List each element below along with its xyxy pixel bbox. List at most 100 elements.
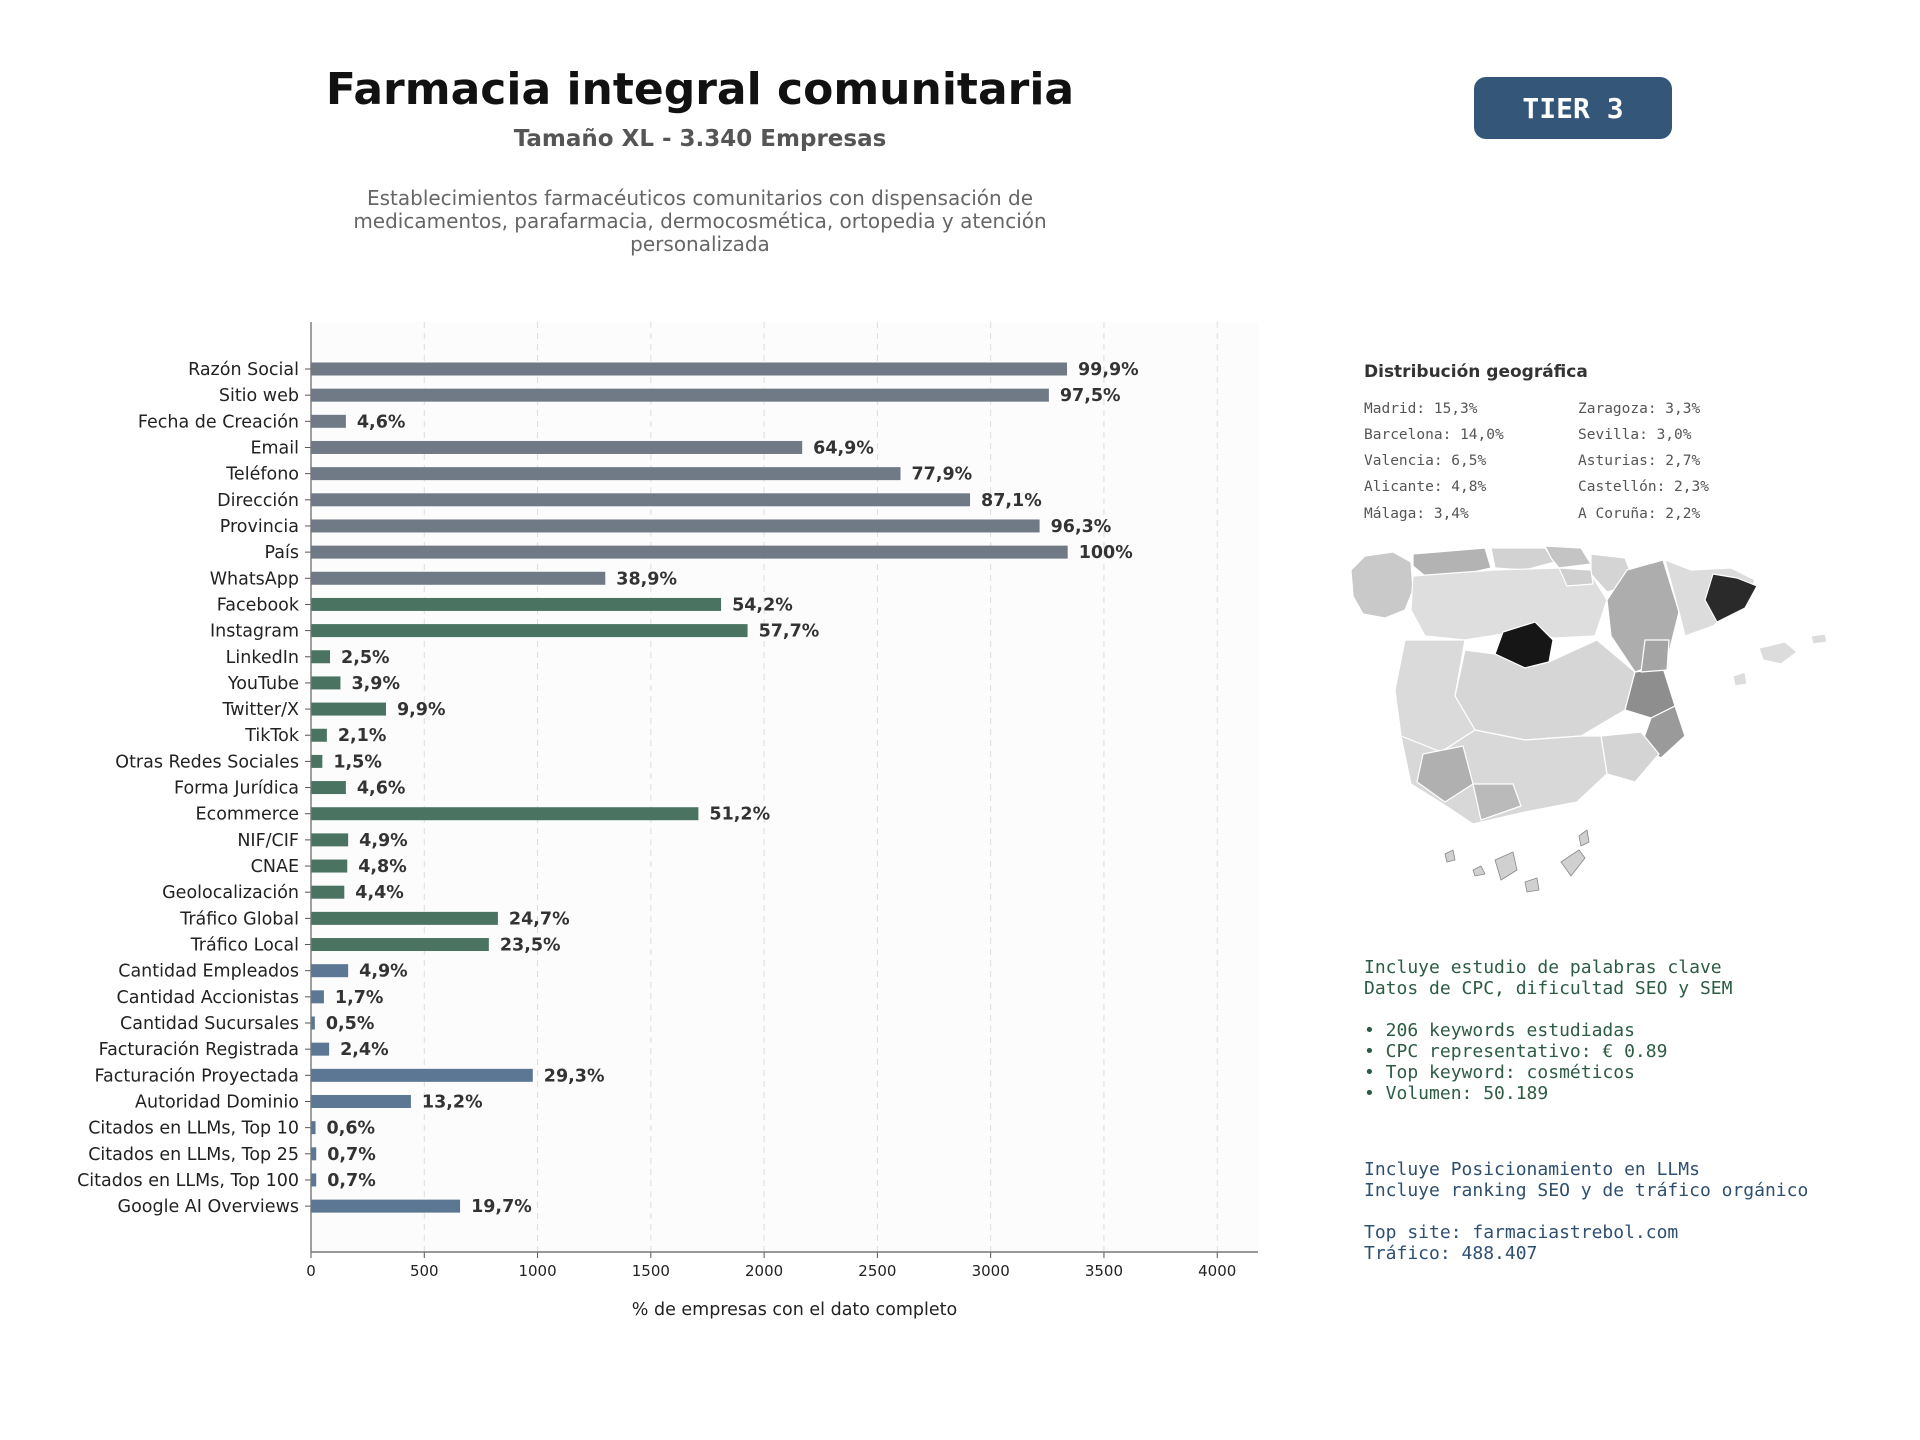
x-tick-label: 3500 [1085,1262,1123,1280]
data-label: 99,9% [1078,360,1139,380]
y-tick-label: WhatsApp [210,569,299,589]
info-line: Incluye estudio de palabras clave [1364,957,1722,978]
bar [311,859,348,873]
y-tick-label: Tráfico Local [190,936,299,956]
data-label: 51,2% [709,805,770,825]
bar [311,1042,330,1056]
x-tick-label: 2500 [858,1262,896,1280]
map-malaga-province [1472,783,1522,821]
map-balearic-ibiza [1732,671,1748,687]
bar [311,624,748,638]
bar [311,597,722,611]
geo-item: Valencia: 6,5% [1364,453,1487,469]
map-castellon-province [1640,639,1670,673]
info-line: Top site: farmaciastrebol.com [1364,1222,1679,1243]
map-canary-islands [1444,829,1590,893]
info-line: Datos de CPC, dificultad SEO y SEM [1364,978,1733,999]
y-tick-label: Facebook [217,595,300,615]
geo-item: Asturias: 2,7% [1578,453,1701,469]
bar [311,388,1049,402]
bar [311,807,699,821]
bar [311,728,327,742]
y-tick-label: Facturación Proyectada [95,1066,299,1086]
info-line [1364,999,1732,1020]
y-tick-label: Forma Jurídica [174,779,299,799]
y-tick-label: Razón Social [188,360,299,380]
info-line: • Top keyword: cosméticos [1364,1062,1635,1083]
data-label: 9,9% [397,700,446,720]
bar [311,414,346,428]
data-label: 57,7% [759,622,820,642]
geo-item: Málaga: 3,4% [1364,506,1469,522]
x-tick-label: 1000 [518,1262,556,1280]
y-tick-label: Citados en LLMs, Top 100 [77,1171,299,1191]
data-label: 4,8% [358,857,407,877]
data-label: 0,7% [327,1171,376,1191]
y-tick-label: Twitter/X [221,700,299,720]
data-label: 87,1% [981,491,1042,511]
bar [311,545,1068,559]
data-label: 4,4% [355,883,404,903]
bar [311,702,386,716]
bar [311,754,323,768]
page-description: Establecimientos farmacéuticos comunitar… [353,186,1047,256]
y-tick-label: Facturación Registrada [99,1040,299,1060]
map-barcelona-province [1704,573,1758,623]
y-tick-label: Citados en LLMs, Top 10 [88,1119,299,1139]
x-tick-label: 2000 [745,1262,783,1280]
data-label: 23,5% [500,936,561,956]
data-label: 1,5% [333,752,382,772]
bar [311,571,606,585]
map-balearic-mallorca [1758,641,1798,665]
y-tick-label: Cantidad Accionistas [116,988,299,1008]
data-label: 97,5% [1060,386,1121,406]
plot-area [311,322,1258,1252]
data-label: 100% [1079,543,1133,563]
data-label: 29,3% [544,1066,605,1086]
data-label: 4,9% [359,831,408,851]
info-line: Tráfico: 488.407 [1364,1243,1538,1264]
map-la-rioja-region [1558,567,1594,587]
data-label: 4,6% [357,779,406,799]
y-tick-label: YouTube [227,674,299,694]
data-label: 0,6% [327,1119,376,1139]
data-label: 4,9% [359,962,408,982]
y-tick-label: Autoridad Dominio [135,1092,299,1112]
info-line: • CPC representativo: € 0.89 [1364,1041,1668,1062]
bar [311,519,1040,533]
x-tick-label: 1500 [632,1262,670,1280]
info-line: • Volumen: 50.189 [1364,1083,1549,1104]
bar-chart: 0 500 1000 1500 2000 2500 3000 3500 4000 Razón So… [77,322,1258,1320]
data-label: 77,9% [911,465,972,485]
map-cantabria-region [1490,547,1556,571]
y-tick-label: Sitio web [219,386,299,406]
x-tick-label: 500 [410,1262,439,1280]
info-line: • 206 keywords estudiadas [1364,1020,1635,1041]
y-tick-label: Cantidad Empleados [118,962,299,982]
y-tick-label: Cantidad Sucursales [120,1014,299,1034]
llm-info-block: Incluye Posicionamiento en LLMs Incluye … [1364,1159,1808,1264]
y-tick-label: Fecha de Creación [138,412,299,432]
y-tick-label: Google AI Overviews [118,1197,299,1217]
bar [311,885,345,899]
geo-item: Sevilla: 3,0% [1578,427,1692,443]
y-tick-label: Instagram [210,622,299,642]
y-tick-label: Citados en LLMs, Top 25 [88,1145,299,1165]
y-tick-label: País [265,543,299,563]
bar [311,781,346,795]
info-line: Incluye Posicionamiento en LLMs [1364,1159,1700,1180]
data-label: 1,7% [335,988,384,1008]
bar [311,493,971,507]
geo-item: A Coruña: 2,2% [1578,506,1701,522]
bar [311,1121,316,1135]
data-label: 38,9% [616,569,677,589]
data-label: 4,6% [357,412,406,432]
data-label: 96,3% [1051,517,1112,537]
y-tick-label: CNAE [251,857,299,877]
info-line [1364,1201,1808,1222]
bar [311,833,349,847]
x-tick-label: 0 [306,1262,316,1280]
x-tick-label: 3000 [972,1262,1010,1280]
y-tick-label: NIF/CIF [237,831,299,851]
bar [311,1094,411,1108]
